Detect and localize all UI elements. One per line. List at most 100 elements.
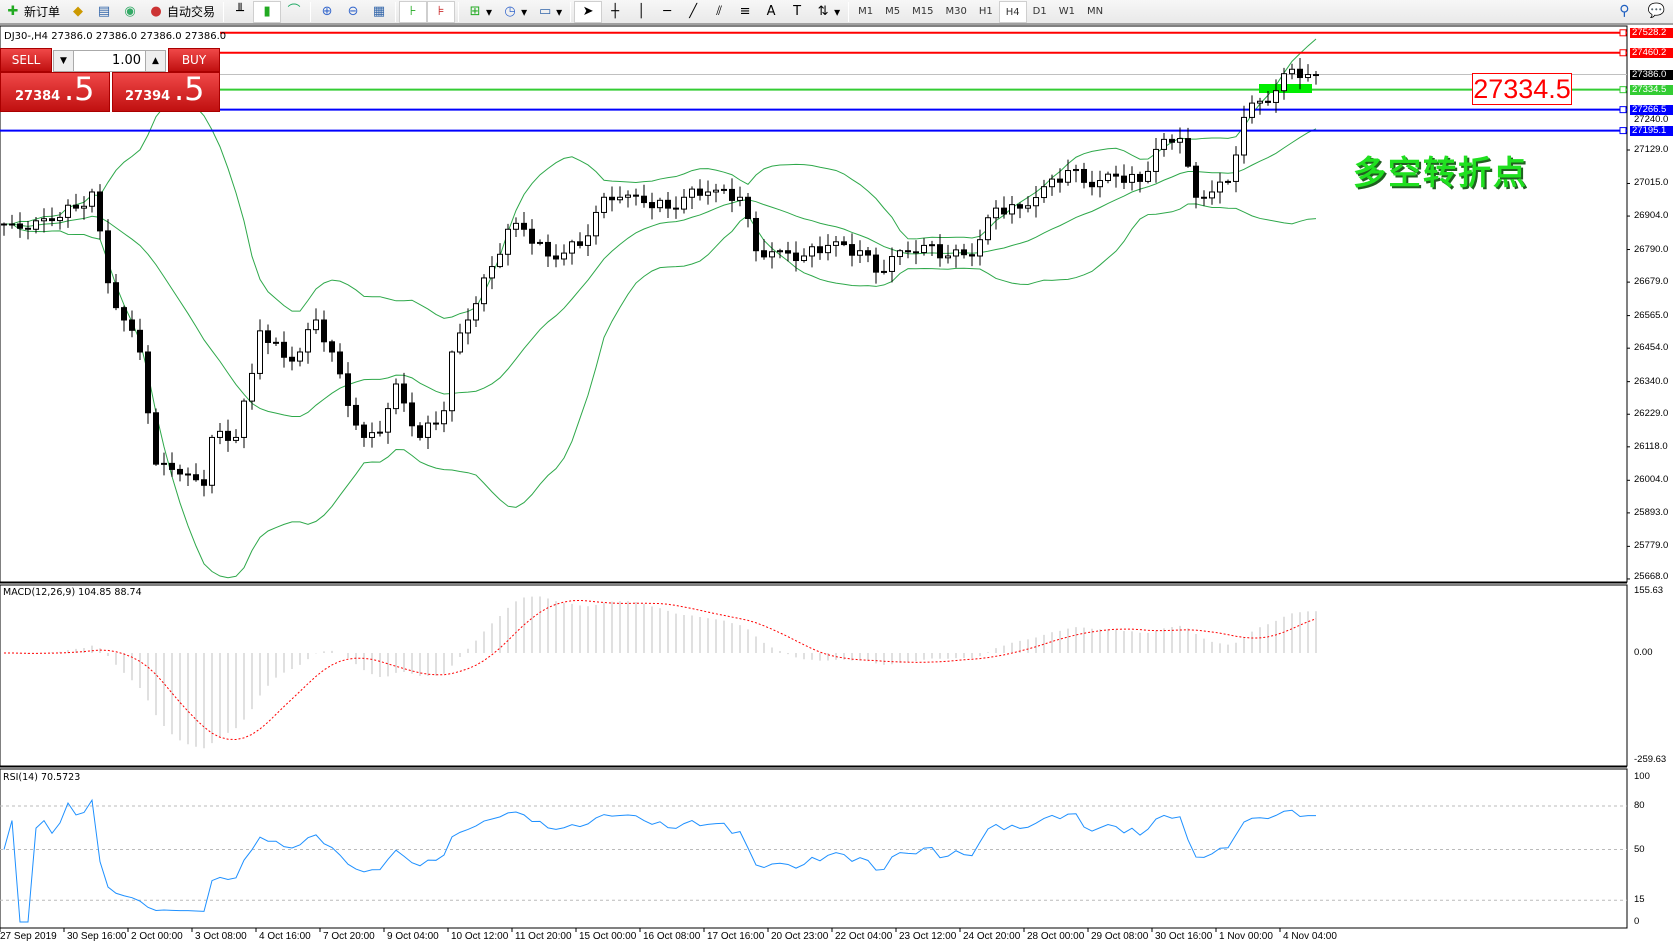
signals-button[interactable]: ◉ — [117, 1, 143, 23]
line-chart-button[interactable]: ⌒ — [281, 1, 307, 23]
chart-shift-button[interactable]: ⊧ — [427, 0, 456, 23]
equidistant-channel-button[interactable]: ⫽ — [706, 1, 732, 23]
candle-body — [1097, 180, 1103, 188]
trendline-button[interactable]: ╱ — [680, 1, 706, 23]
timeframe-m1[interactable]: M1 — [858, 5, 874, 17]
candle-body — [697, 188, 703, 196]
annotation-text[interactable]: 多空转折点 — [1353, 153, 1528, 192]
arrows-button[interactable]: ⇅ ▾ — [810, 1, 845, 23]
timeframe-m15[interactable]: M15 — [912, 5, 934, 17]
candle-body — [1265, 100, 1271, 103]
chart-header: DJ30-,H4 27386.0 27386.0 27386.0 27386.0 — [4, 31, 227, 42]
candle-body — [121, 307, 127, 321]
search-icon[interactable]: ⚲ — [1619, 3, 1630, 19]
new-order-button[interactable]: ✚ 新订单 — [0, 1, 65, 23]
candle-body — [873, 254, 879, 273]
candle-body — [1217, 181, 1223, 193]
price-tick-label: 26340.0 — [1634, 375, 1669, 387]
time-label: 24 Oct 20:00 — [963, 931, 1021, 942]
tile-windows-button[interactable]: ▦ — [366, 1, 392, 23]
auto-scroll-button[interactable]: ⊦ — [399, 0, 428, 23]
candle-body — [441, 410, 447, 425]
macd-label: MACD(12,26,9) 104.85 88.74 — [3, 587, 142, 598]
chat-icon[interactable]: 💬 — [1647, 3, 1665, 19]
sell-price-button[interactable]: 27384 .5 — [0, 71, 110, 112]
text-button[interactable]: A — [758, 1, 784, 23]
lot-size-value[interactable]: 1.00 — [112, 53, 141, 68]
price-label-box[interactable]: 27334.5 — [1472, 73, 1572, 105]
candle-body — [961, 249, 967, 256]
candle-body — [881, 270, 887, 273]
candle-body — [737, 196, 743, 201]
candle-body — [665, 199, 671, 209]
fibonacci-button[interactable]: ≡ — [732, 1, 758, 23]
timeframe-m30[interactable]: M30 — [945, 5, 967, 17]
candle-body — [769, 251, 775, 258]
buy-button[interactable]: BUY — [168, 48, 220, 72]
cursor-icon: ➤ — [582, 3, 594, 19]
vertical-line-button[interactable]: │ — [628, 1, 654, 23]
candle-body — [321, 319, 327, 343]
candle-body — [921, 244, 927, 254]
line-price-tag: 27460.2 — [1630, 47, 1673, 58]
auto-trading-button[interactable]: ● 自动交易 — [143, 1, 220, 23]
buy-price-button[interactable]: 27394 .5 — [112, 71, 220, 112]
timeframe-h4[interactable]: H4 — [998, 0, 1027, 23]
separator — [395, 1, 397, 22]
timeframe-m5[interactable]: M5 — [885, 5, 901, 17]
lot-decrease-button[interactable]: ▼ — [54, 51, 74, 71]
horizontal-line-button[interactable]: ─ — [654, 1, 680, 23]
sell-button[interactable]: SELL — [0, 48, 52, 72]
candle-body — [137, 329, 143, 353]
candle-body — [409, 402, 415, 427]
lot-size-field[interactable]: ▼ 1.00 ▲ — [53, 50, 166, 72]
templates-button[interactable]: ▭ ▾ — [538, 3, 563, 19]
time-label: 11 Oct 20:00 — [515, 931, 572, 942]
price-tick-label: 26904.0 — [1634, 210, 1669, 222]
timeframe-d1[interactable]: D1 — [1032, 5, 1047, 17]
candle-body — [1089, 181, 1095, 188]
candle-body — [385, 408, 391, 433]
line-price-tag: 27334.5 — [1630, 84, 1673, 95]
candle-body — [361, 424, 367, 438]
candle-body — [761, 250, 767, 258]
periods-button[interactable]: ◷ ▾ — [497, 1, 532, 23]
cursor-button[interactable]: ➤ — [574, 0, 603, 23]
lot-increase-button[interactable]: ▲ — [145, 51, 165, 71]
candle-body — [457, 332, 463, 353]
candle-body — [473, 303, 479, 321]
zoom-in-button[interactable]: ⊕ — [314, 1, 340, 23]
crosshair-button[interactable]: ┼ — [602, 1, 628, 23]
market-watch-button[interactable]: ◆ — [65, 1, 91, 23]
navigator-button[interactable]: ▤ — [91, 1, 117, 23]
text-label-button[interactable]: T — [784, 1, 810, 23]
price-tick-label: 27129.0 — [1634, 144, 1669, 155]
candle-body — [33, 220, 39, 230]
text-label-icon: T — [793, 3, 802, 19]
candle-body — [593, 211, 599, 237]
rsi-line — [3, 798, 1316, 923]
auto-scroll-icon: ⊦ — [409, 3, 417, 19]
bar-chart-button[interactable]: ╨ — [227, 1, 253, 23]
separator — [570, 1, 572, 22]
macd-tick-label: -259.63 — [1634, 754, 1667, 765]
timeframe-h1[interactable]: H1 — [978, 5, 993, 17]
indicators-button[interactable]: ⊞ ▾ — [462, 1, 497, 23]
time-label: 2 Oct 00:00 — [131, 931, 183, 942]
candle-body — [233, 436, 239, 441]
candle-body — [609, 196, 615, 201]
candle-body — [1281, 73, 1287, 92]
candlestick-button[interactable]: ▮ — [253, 0, 282, 23]
candle-body — [889, 256, 895, 272]
candle-body — [1161, 138, 1167, 150]
candle-body — [425, 422, 431, 438]
timeframe-mn[interactable]: MN — [1086, 5, 1104, 17]
rsi-pane-frame — [0, 768, 1628, 929]
zoom-out-button[interactable]: ⊖ — [340, 1, 366, 23]
candle-body — [249, 372, 255, 402]
candle-body — [977, 239, 983, 257]
auto-trading-icon: ● — [150, 3, 162, 19]
timeframe-w1[interactable]: W1 — [1058, 5, 1075, 17]
candle-body — [17, 223, 23, 229]
